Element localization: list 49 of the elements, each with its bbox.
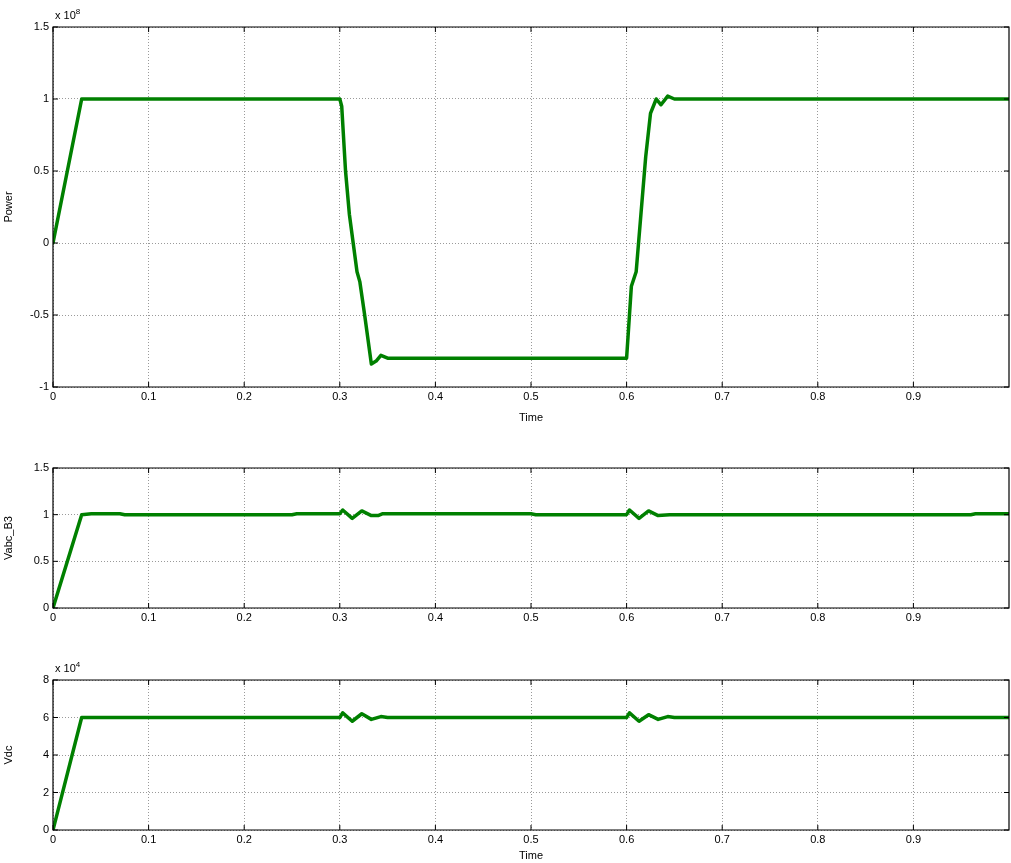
x-tick-label: 0.1 [140, 610, 157, 623]
x-tick-label: 0.9 [905, 610, 922, 623]
x-tick-label: 0.7 [714, 610, 730, 623]
y-tick-label: 6 [42, 710, 49, 723]
y-tick-label: 4 [42, 748, 49, 761]
y-axis-title: Vabc_B3 [1, 516, 14, 560]
x-tick-label: 0.6 [618, 610, 635, 623]
y-tick-label: 0.5 [33, 164, 49, 177]
x-tick-label: 0.7 [714, 389, 730, 402]
x-tick-label: 0.4 [427, 389, 444, 402]
x-tick-label: 0.9 [905, 832, 922, 845]
y-axis-title: Vdc [1, 745, 14, 765]
x-tick-label: 0.2 [236, 610, 252, 623]
y-tick-label: -0.5 [30, 308, 49, 321]
x-tick-label: 0.6 [618, 389, 635, 402]
x-axis-title: Time [518, 411, 544, 424]
y-tick-label: 1.5 [33, 461, 49, 474]
y-tick-label: -1 [39, 380, 49, 393]
y-tick-label: 0.5 [33, 554, 49, 567]
x-tick-label: 0.8 [810, 610, 826, 623]
x-axis-title: Time [518, 849, 544, 862]
y-tick-label: 0 [42, 601, 49, 614]
y-tick-label: 2 [42, 785, 49, 798]
x-tick-label: 0.5 [523, 610, 539, 623]
y-tick-label: 1.5 [33, 20, 49, 33]
x-tick-label: 0.9 [905, 389, 922, 402]
x-tick-label: 0.6 [618, 832, 635, 845]
x-tick-label: 0.8 [810, 389, 826, 402]
y-tick-label: 1 [42, 507, 49, 520]
y-tick-label: 1 [42, 92, 49, 105]
x-tick-label: 0.3 [332, 832, 348, 845]
text: x 10$^{4}$ [55, 660, 81, 674]
x-tick-label: 0.3 [332, 610, 348, 623]
x-tick-label: 0.2 [236, 832, 252, 845]
x-tick-label: 0.4 [427, 832, 444, 845]
text: x 10$^{8}$ [55, 7, 81, 21]
y-tick-label: 0 [42, 823, 49, 836]
x-tick-label: 0.3 [332, 389, 348, 402]
x-tick-label: 0.1 [140, 832, 157, 845]
x-tick-label: 0.8 [810, 832, 826, 845]
x-tick-label: 0.1 [140, 389, 157, 402]
x-tick-label: 0.7 [714, 832, 730, 845]
x-tick-label: 0.2 [236, 389, 252, 402]
x-tick-label: 0.5 [523, 832, 539, 845]
y-tick-label: 8 [42, 673, 49, 686]
y-axis-title: Power [1, 191, 14, 223]
x-tick-label: 0.5 [523, 389, 539, 402]
x-tick-label: 0.4 [427, 610, 444, 623]
y-tick-label: 0 [42, 236, 49, 249]
